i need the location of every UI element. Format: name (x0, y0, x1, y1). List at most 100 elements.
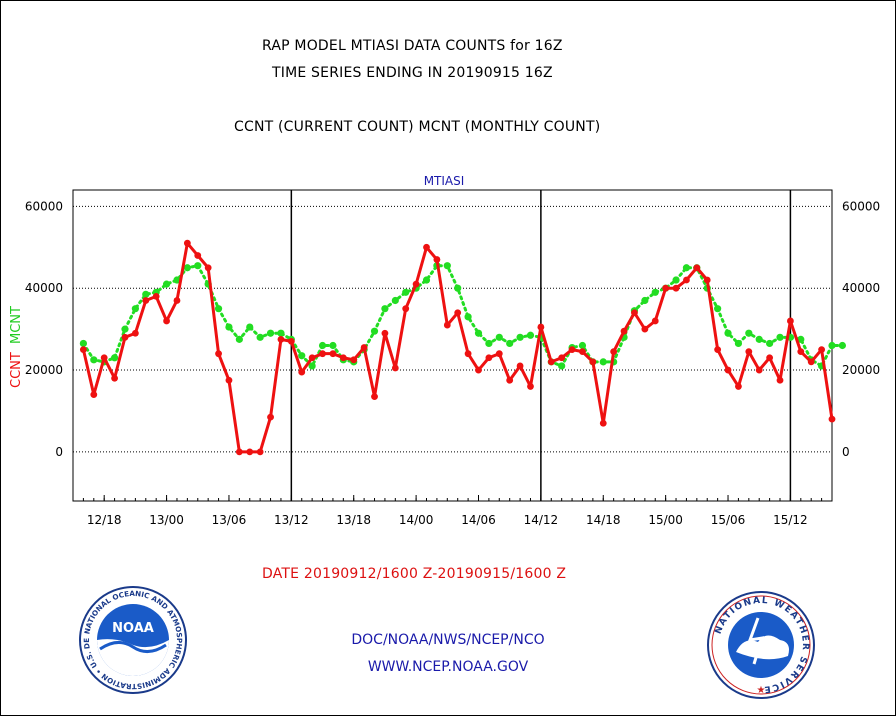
data-point-ccnt (703, 276, 711, 284)
x-tick-label: 13/00 (149, 513, 184, 527)
data-point-ccnt (371, 393, 378, 401)
data-point-mcnt (422, 276, 431, 284)
data-point-mcnt (298, 352, 306, 360)
nws-logo: NATIONAL WEATHER SERVICE ★ (706, 590, 816, 700)
data-point-mcnt (495, 333, 503, 341)
data-point-ccnt (391, 364, 399, 372)
data-point-ccnt (724, 366, 732, 374)
data-point-ccnt (423, 243, 430, 251)
data-point-mcnt (651, 288, 659, 296)
data-point-mcnt (131, 305, 139, 313)
data-point-ccnt (256, 448, 264, 456)
data-point-ccnt (641, 325, 649, 333)
y-tick-label-right: 60000 (842, 199, 880, 213)
data-point-mcnt (766, 339, 774, 348)
data-point-ccnt (287, 338, 295, 345)
panel-title: MTIASI (424, 174, 465, 188)
series-line-mcnt (81, 264, 844, 369)
data-point-ccnt (402, 305, 410, 313)
data-point-ccnt (558, 354, 566, 362)
data-point-ccnt (131, 329, 139, 337)
data-point-ccnt (225, 376, 233, 384)
data-point-mcnt (474, 329, 483, 337)
data-point-mcnt (464, 313, 472, 321)
data-point-ccnt (360, 344, 368, 351)
data-point-mcnt (599, 358, 607, 366)
data-point-ccnt (329, 350, 337, 358)
y-tick-label-left: 60000 (25, 199, 63, 213)
data-point-mcnt (370, 327, 379, 335)
svg-text:★: ★ (757, 685, 766, 696)
data-point-ccnt (308, 354, 316, 362)
data-point-ccnt (631, 309, 638, 317)
data-point-ccnt (568, 346, 576, 353)
data-point-mcnt (745, 329, 753, 337)
data-point-mcnt (714, 305, 722, 313)
data-point-mcnt (225, 323, 233, 331)
data-point-mcnt (308, 362, 316, 370)
data-point-mcnt (578, 341, 587, 350)
data-point-mcnt (402, 288, 410, 296)
data-point-mcnt (162, 280, 171, 288)
data-point-ccnt (319, 350, 326, 358)
data-point-mcnt (194, 262, 202, 270)
data-point-mcnt (142, 290, 150, 298)
data-point-mcnt (516, 333, 524, 341)
noaa-logo: NATIONAL OCEANIC AND ATMOSPHERIC ADMINIS… (74, 578, 188, 695)
data-point-ccnt (776, 376, 784, 384)
data-point-ccnt (693, 264, 701, 272)
data-point-mcnt (318, 341, 327, 350)
website-text: WWW.NCEP.NOAA.GOV (367, 659, 529, 675)
y-tick-label-left: 40000 (25, 281, 63, 295)
data-point-ccnt (516, 362, 524, 370)
data-point-ccnt (298, 368, 306, 376)
data-point-ccnt (818, 346, 826, 353)
data-point-ccnt (651, 317, 659, 325)
data-point-ccnt (215, 350, 222, 358)
data-point-mcnt (797, 335, 805, 343)
data-point-mcnt (256, 333, 264, 341)
data-point-mcnt (454, 284, 462, 292)
x-tick-label: 13/06 (212, 513, 247, 527)
data-point-mcnt (443, 262, 451, 270)
data-point-ccnt (662, 284, 670, 292)
data-point-ccnt (235, 448, 243, 456)
data-point-ccnt (683, 276, 690, 284)
y-axis-label-ccnt: CCNT (9, 352, 24, 388)
x-tick-label: 15/06 (711, 513, 746, 527)
data-point-mcnt (329, 341, 337, 350)
data-point-ccnt (100, 354, 108, 362)
data-point-ccnt (599, 419, 607, 427)
data-point-ccnt (142, 297, 150, 304)
data-point-ccnt (589, 358, 597, 366)
data-point-ccnt (350, 356, 358, 364)
data-point-ccnt (745, 348, 753, 356)
x-tick-label: 13/18 (336, 513, 371, 527)
data-point-mcnt (79, 339, 87, 348)
y-tick-label-left: 20000 (25, 363, 63, 377)
data-point-ccnt (412, 280, 420, 288)
data-point-ccnt (714, 346, 722, 353)
x-tick-label: 14/06 (461, 513, 496, 527)
data-point-ccnt (173, 297, 181, 304)
data-point-mcnt (173, 276, 181, 284)
data-point-ccnt (527, 383, 534, 390)
data-point-ccnt (547, 358, 555, 366)
data-point-ccnt (381, 329, 389, 337)
data-point-mcnt (734, 339, 743, 348)
date-range-label: DATE 20190912/1600 Z-20190915/1600 Z (262, 566, 567, 582)
data-point-mcnt (506, 339, 514, 348)
data-point-ccnt (475, 366, 482, 374)
data-point-ccnt (183, 239, 191, 247)
data-point-mcnt (682, 264, 691, 272)
chart-subtitle-legend: CCNT (CURRENT COUNT) MCNT (MONTHLY COUNT… (234, 119, 601, 135)
x-tick-label: 14/18 (586, 513, 621, 527)
data-point-mcnt (214, 305, 223, 313)
noaa-logo-text: NOAA (112, 621, 154, 636)
data-point-ccnt (246, 448, 254, 456)
data-point-ccnt (79, 346, 87, 353)
chart-title-line-1: RAP MODEL MTIASI DATA COUNTS for 16Z (262, 38, 563, 54)
data-point-ccnt (267, 413, 274, 421)
data-point-mcnt (526, 331, 535, 339)
